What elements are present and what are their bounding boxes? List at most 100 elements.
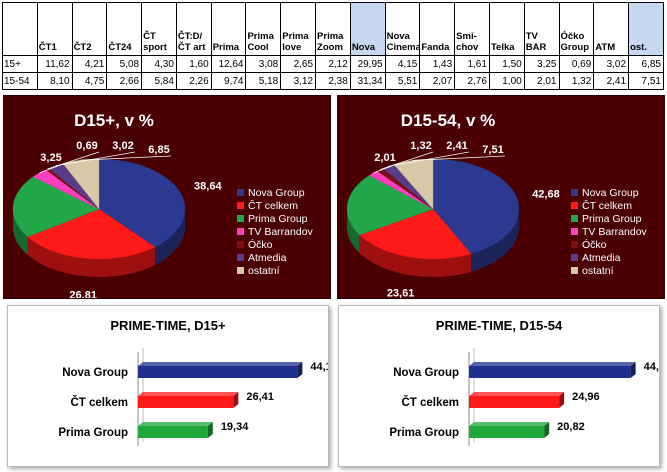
pie-leader-line <box>80 155 172 161</box>
pie-data-label: 6,85 <box>148 144 169 156</box>
pie-leader-line <box>388 151 470 167</box>
bar-top <box>469 362 636 366</box>
legend-swatch <box>571 241 578 248</box>
pie-leader-line <box>412 155 506 161</box>
bar-end <box>297 362 303 378</box>
legend-entry: Óčko <box>248 238 273 251</box>
pie-slice-side <box>27 236 155 277</box>
table-cell: 5,51 <box>384 72 421 90</box>
table-cell: 5,08 <box>106 55 143 73</box>
channel-header: ČT24 <box>106 2 143 56</box>
bar-end <box>559 392 565 408</box>
legend-entry: Prima Group <box>248 213 308 225</box>
table-cell: 2,76 <box>454 72 490 90</box>
channel-header: ČT1 <box>36 2 73 56</box>
legend-entry: ČT celkem <box>248 199 298 212</box>
bar-end <box>544 422 550 438</box>
bar-top <box>138 392 239 396</box>
bar-top <box>138 362 303 366</box>
table-cell: 2,26 <box>175 72 212 90</box>
pie-data-label: 23,61 <box>387 287 415 298</box>
bar-category-label: Prima Group <box>58 427 128 439</box>
bar-end <box>233 392 239 408</box>
table-cell: 4,75 <box>71 72 108 90</box>
pie-leader-line <box>47 151 100 170</box>
legend-swatch <box>571 254 578 261</box>
legend-swatch <box>237 215 244 222</box>
bar-front <box>138 366 298 378</box>
table-cell: 11,62 <box>36 55 73 73</box>
table-cell: 1,60 <box>175 55 212 73</box>
table-corner <box>2 2 38 56</box>
legend-swatch <box>237 267 244 274</box>
channel-header: Nova <box>349 2 386 56</box>
bar-top <box>469 392 565 396</box>
channel-header: Prima Cool <box>245 2 282 56</box>
legend-entry: ostatní <box>582 265 614 277</box>
bar <box>469 362 636 378</box>
pie-leader-line <box>379 151 434 170</box>
bar-front <box>469 396 560 408</box>
bar-value-label: 44,15 <box>310 361 328 373</box>
table-cell: 6,85 <box>628 55 664 73</box>
pie-slice <box>359 208 472 260</box>
table-cell: 7,51 <box>628 72 664 90</box>
bar-category-label: ČT celkem <box>401 396 459 409</box>
bar-value-label: 44,77 <box>644 361 659 373</box>
table-cell: 9,74 <box>210 72 247 90</box>
pie-slice-side <box>471 209 519 272</box>
bar <box>138 392 239 408</box>
legend-swatch <box>237 254 244 261</box>
pie-chart-15-54: D15-54, v %42,6823,6120,422,011,322,417,… <box>346 111 648 298</box>
legend-swatch <box>571 267 578 274</box>
bar-front <box>138 396 234 408</box>
table-cell: 29,95 <box>349 55 386 73</box>
bar-value-label: 20,82 <box>557 421 585 433</box>
pie-data-label: 2,41 <box>446 140 467 152</box>
pie-slice-side <box>359 234 472 277</box>
bar-front <box>138 426 208 438</box>
bar-category-label: Nova Group <box>393 367 459 379</box>
table-cell: 2,38 <box>315 72 351 90</box>
row-label: 15-54 <box>2 72 38 90</box>
channel-header: Prima love <box>280 2 317 56</box>
legend-swatch <box>237 228 244 235</box>
legend-swatch <box>237 202 244 209</box>
bar-end <box>207 422 213 438</box>
table-cell: 1,61 <box>454 55 490 73</box>
bar-category-label: ČT celkem <box>70 396 128 409</box>
pie-data-label: 1,32 <box>410 140 431 152</box>
table-cell: 2,12 <box>315 55 351 73</box>
pie-slice <box>346 175 434 236</box>
legend-swatch <box>571 228 578 235</box>
bar-top <box>138 422 213 426</box>
pie-title: D15+, v % <box>74 111 154 130</box>
bar-chart-prime-time-15-54: PRIME-TIME, D15-54 Nova Group 44,77 ČT celk… <box>389 318 659 446</box>
pie-slice <box>98 158 186 248</box>
channel-header: Prima Zoom <box>315 2 351 56</box>
bar-end <box>630 362 636 378</box>
table-cell: 3,02 <box>593 55 630 73</box>
table-cell: 1,43 <box>419 55 456 73</box>
legend-entry: Atmedia <box>248 252 287 264</box>
pie-title: D15-54, v % <box>401 111 496 130</box>
table-cell: 5,18 <box>245 72 282 90</box>
bar-category-label: Prima Group <box>389 427 459 439</box>
bar-value-label: 26,41 <box>246 391 274 403</box>
legend-swatch <box>571 215 578 222</box>
pie-slice-side <box>154 209 185 265</box>
pie-data-label: 2,01 <box>374 152 395 164</box>
bar-chart-panel-15-54: PRIME-TIME, D15-54 Nova Group 44,77 ČT celk… <box>338 305 660 467</box>
bar-category-label: Nova Group <box>62 367 128 379</box>
table-row: 15+ 11,62 4,21 5,08 4,30 1,60 12,64 3,08… <box>2 55 664 73</box>
table-cell: 1,00 <box>488 72 525 90</box>
legend-entry: Óčko <box>582 238 607 251</box>
bar-chart-panel-15plus: PRIME-TIME, D15+ Nova Group 44,15 ČT celkem… <box>7 305 329 467</box>
legend-entry: Prima Group <box>582 213 642 225</box>
bar <box>138 422 213 438</box>
legend-swatch <box>571 189 578 196</box>
pie-slice-side <box>13 209 28 255</box>
channel-header: Telka <box>488 2 525 56</box>
bar-title: PRIME-TIME, D15-54 <box>436 318 563 333</box>
table-header-row: ČT1 ČT2 ČT24 ČT sport ČT:D/ ČT art Prima… <box>2 2 664 56</box>
